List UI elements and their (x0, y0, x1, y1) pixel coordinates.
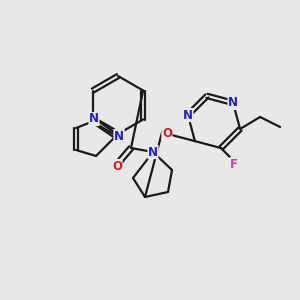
Text: N: N (114, 130, 124, 142)
Text: O: O (112, 160, 122, 172)
Text: N: N (89, 112, 99, 125)
Text: O: O (162, 127, 172, 140)
Text: N: N (183, 109, 193, 122)
Text: N: N (148, 146, 158, 158)
Text: N: N (228, 96, 238, 110)
Text: F: F (230, 158, 238, 171)
